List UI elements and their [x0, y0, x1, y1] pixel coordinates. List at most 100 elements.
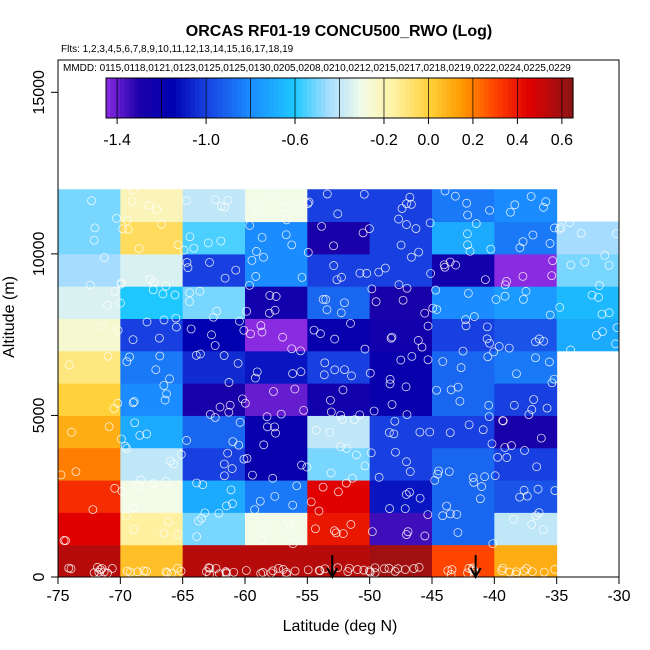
- data-point: [414, 247, 424, 257]
- data-point: [311, 524, 320, 534]
- colorbar-swatch: [320, 78, 327, 118]
- data-point: [542, 403, 552, 413]
- heatmap-cell: [556, 221, 620, 255]
- data-point: [415, 493, 425, 503]
- heatmap-cell: [120, 318, 184, 352]
- data-point: [414, 562, 424, 572]
- heatmap-cell: [369, 318, 433, 352]
- data-point: [112, 214, 121, 223]
- data-point: [278, 565, 288, 574]
- data-point: [371, 297, 381, 307]
- data-point: [597, 309, 607, 319]
- data-point: [498, 416, 508, 426]
- heatmap-cell: [58, 447, 121, 481]
- data-point: [604, 260, 614, 270]
- data-point: [364, 566, 374, 576]
- data-point: [359, 565, 369, 575]
- data-point: [409, 564, 419, 573]
- data-point: [159, 381, 169, 390]
- data-point: [192, 532, 202, 542]
- data-point: [264, 308, 274, 318]
- data-point: [611, 339, 620, 349]
- data-point: [396, 355, 406, 365]
- data-point: [214, 569, 224, 579]
- data-point: [475, 494, 485, 504]
- data-point: [536, 433, 546, 443]
- data-point: [247, 256, 257, 265]
- colorbar-swatch: [288, 78, 294, 118]
- data-point: [176, 566, 186, 576]
- heatmap-cell: [307, 253, 371, 287]
- data-point: [494, 342, 504, 351]
- colorbar-swatch: [535, 78, 541, 118]
- heatmap-cell: [182, 512, 246, 546]
- colorbar-swatch: [414, 78, 420, 118]
- heatmap-cell: [120, 415, 184, 449]
- data-point: [302, 462, 312, 472]
- heatmap-cell: [307, 447, 371, 481]
- data-point: [107, 564, 117, 573]
- colorbar-swatch: [120, 78, 126, 118]
- heatmap-cell: [182, 189, 246, 223]
- data-point: [453, 528, 463, 537]
- data-point: [191, 350, 201, 360]
- data-point: [346, 318, 355, 328]
- colorbar-swatch: [418, 78, 425, 118]
- data-point: [241, 566, 251, 575]
- data-point: [329, 261, 339, 270]
- colorbar-swatch: [124, 78, 130, 118]
- data-point: [56, 470, 66, 480]
- data-point: [212, 306, 222, 316]
- data-point: [482, 322, 492, 332]
- data-point: [507, 441, 516, 450]
- heatmap-cell: [307, 189, 371, 223]
- data-point: [462, 198, 472, 208]
- data-point: [547, 271, 557, 281]
- heatmap-cell: [369, 415, 433, 449]
- heatmap-cell: [432, 221, 495, 255]
- data-point: [387, 332, 397, 342]
- data-point: [545, 310, 555, 320]
- data-point: [245, 221, 255, 230]
- data-point: [134, 244, 144, 253]
- data-point: [337, 272, 346, 282]
- data-point: [522, 491, 532, 501]
- colorbar-swatch: [213, 78, 219, 118]
- data-point: [464, 420, 474, 430]
- data-point: [235, 316, 244, 326]
- data-point: [210, 413, 220, 422]
- data-point: [358, 228, 368, 238]
- data-point: [391, 447, 400, 457]
- data-point: [420, 308, 430, 318]
- data-point: [407, 351, 417, 361]
- heatmap-cell: [494, 318, 558, 352]
- colorbar: -1.4 -1.0 -0.6 -0.2 0.0 0.2 0.4 0.6: [103, 77, 574, 149]
- data-point: [400, 565, 410, 574]
- heatmap-cell: [120, 480, 184, 513]
- colorbar-swatch: [521, 78, 527, 118]
- data-point: [210, 341, 220, 350]
- data-point: [331, 528, 341, 538]
- data-point: [160, 395, 170, 405]
- colorbar-swatch: [185, 78, 191, 118]
- data-point: [219, 351, 229, 360]
- data-point: [288, 369, 297, 378]
- data-point: [500, 443, 510, 452]
- colorbar-swatch: [218, 78, 224, 118]
- data-point: [151, 365, 161, 375]
- data-point: [555, 224, 564, 234]
- data-point: [71, 467, 81, 477]
- colorbar-swatch: [297, 78, 303, 118]
- x-tick-label: -55: [296, 588, 319, 605]
- heatmap-cell: [307, 286, 371, 319]
- data-point: [333, 563, 343, 573]
- data-point: [446, 385, 456, 395]
- data-point: [290, 384, 300, 394]
- data-point: [200, 508, 210, 518]
- data-point: [250, 505, 260, 515]
- data-point: [612, 323, 622, 333]
- data-point: [269, 387, 278, 396]
- data-point: [285, 523, 295, 533]
- data-point: [566, 345, 576, 355]
